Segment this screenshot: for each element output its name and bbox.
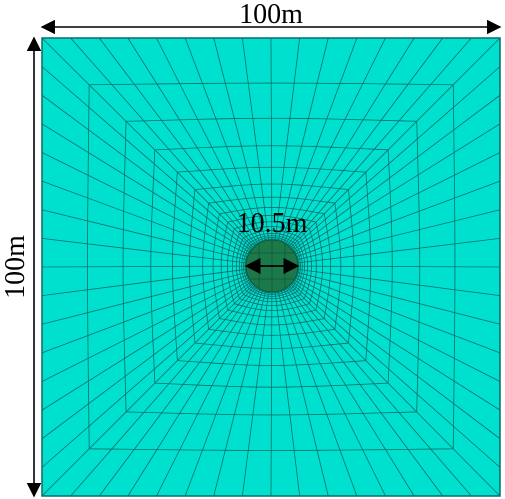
mesh-line <box>41 268 247 297</box>
mesh-line <box>296 274 501 354</box>
mesh-line <box>293 123 501 253</box>
mesh-line <box>184 290 264 497</box>
mesh-line <box>70 285 256 497</box>
hole-diameter-label: 10.5m <box>237 208 308 239</box>
mesh-line <box>127 287 259 497</box>
mesh-line <box>277 37 329 241</box>
mesh-line <box>283 289 386 497</box>
mesh-line <box>241 291 270 497</box>
mesh-line <box>41 265 247 268</box>
mesh-line <box>292 281 501 440</box>
mesh-line <box>98 286 257 497</box>
mesh-line <box>98 37 257 246</box>
mesh-line <box>41 281 252 440</box>
mesh-line <box>293 279 501 411</box>
mesh-line <box>296 180 501 258</box>
mesh-line <box>241 37 270 241</box>
height-dimension-label: 100m <box>0 235 31 299</box>
mesh-line <box>235 229 309 303</box>
mesh-line <box>297 209 501 261</box>
mesh-line <box>127 37 259 245</box>
mesh-line <box>41 123 251 253</box>
mesh-line <box>227 221 317 311</box>
mesh-line <box>231 226 312 307</box>
mesh-line <box>189 183 355 349</box>
mesh-line <box>41 274 248 354</box>
mesh-line <box>241 235 303 297</box>
mesh-line <box>213 37 266 241</box>
mesh-line <box>41 152 249 255</box>
mesh-line <box>280 37 358 242</box>
mesh-line <box>41 237 247 264</box>
mesh-line <box>172 166 372 366</box>
mesh-line <box>288 285 472 497</box>
mesh-line <box>220 214 324 318</box>
mesh-line <box>156 37 261 243</box>
mesh-line <box>270 291 273 497</box>
mesh-line <box>244 238 300 294</box>
mesh-line <box>288 37 472 247</box>
mesh-line <box>212 206 332 326</box>
mesh-line <box>277 291 329 497</box>
mesh-line <box>41 284 254 497</box>
mesh-line <box>285 287 415 497</box>
mesh-line <box>297 237 501 264</box>
mesh-line <box>283 37 386 243</box>
mesh-line <box>41 279 251 411</box>
domain-outline <box>41 37 501 497</box>
mesh-line <box>41 209 247 261</box>
mesh-line <box>41 66 253 250</box>
mesh-line <box>41 94 252 251</box>
mesh-line <box>41 37 254 248</box>
mesh-line <box>202 196 342 336</box>
mesh-line <box>295 152 501 255</box>
mesh-line <box>41 277 249 382</box>
mesh-line <box>280 290 358 497</box>
mesh-line <box>41 271 247 325</box>
mesh-line <box>270 37 273 241</box>
mesh-line <box>291 66 501 250</box>
mesh-line <box>297 272 501 325</box>
mesh-line <box>70 37 256 247</box>
mesh-line <box>150 145 393 388</box>
mesh-line <box>87 82 456 451</box>
mesh-line <box>297 265 501 268</box>
mesh-line <box>243 237 301 295</box>
width-dimension-label: 100m <box>239 0 303 30</box>
mesh-line <box>285 37 415 245</box>
mesh-line <box>274 37 301 241</box>
mesh-line <box>184 37 264 242</box>
mesh-line <box>290 37 501 248</box>
mesh-line <box>287 286 444 497</box>
mesh-line <box>213 291 267 497</box>
mesh-line <box>41 282 253 468</box>
mesh-line <box>238 232 306 300</box>
mesh-line <box>295 277 501 382</box>
mesh-line <box>292 94 501 251</box>
mesh-line <box>156 289 261 497</box>
mesh-line <box>290 284 501 497</box>
mesh-line <box>274 291 301 497</box>
mesh-line <box>297 268 501 297</box>
mesh-line <box>291 282 501 468</box>
mesh-line <box>287 37 444 246</box>
mesh-line <box>41 180 248 258</box>
finite-element-mesh <box>41 37 501 497</box>
mesh-line <box>122 117 421 416</box>
